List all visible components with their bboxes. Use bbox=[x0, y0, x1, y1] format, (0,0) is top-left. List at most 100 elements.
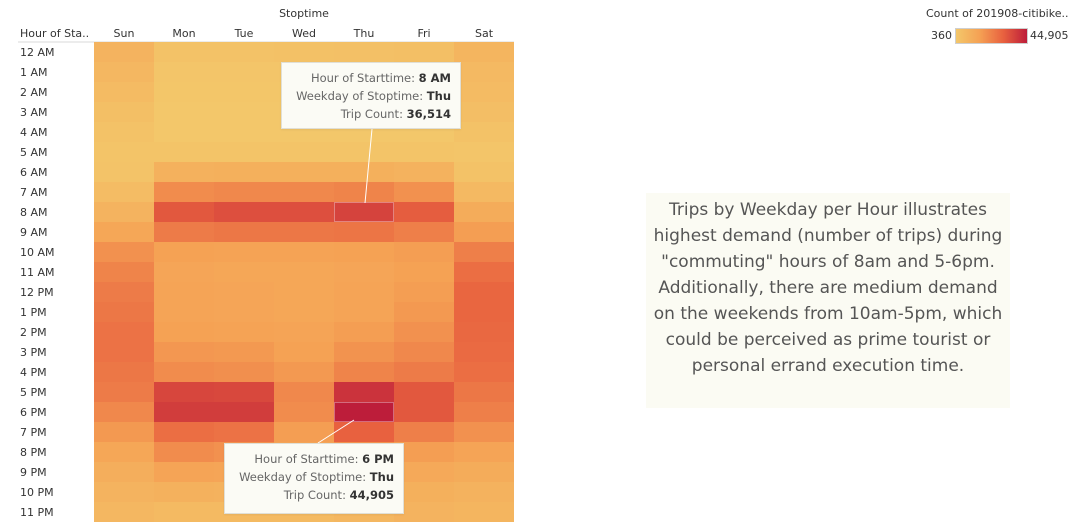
heatmap-cell[interactable] bbox=[214, 122, 274, 142]
heatmap-cell[interactable] bbox=[334, 382, 394, 402]
heatmap-cell[interactable] bbox=[154, 202, 214, 222]
heatmap-cell[interactable] bbox=[94, 142, 154, 162]
heatmap-cell[interactable] bbox=[214, 402, 274, 422]
heatmap-cell[interactable] bbox=[154, 162, 214, 182]
heatmap-cell[interactable] bbox=[154, 182, 214, 202]
heatmap-cell[interactable] bbox=[94, 322, 154, 342]
heatmap-cell[interactable] bbox=[394, 222, 454, 242]
heatmap-cell[interactable] bbox=[454, 82, 514, 102]
heatmap-cell[interactable] bbox=[334, 142, 394, 162]
heatmap-cell[interactable] bbox=[454, 202, 514, 222]
heatmap-cell[interactable] bbox=[94, 462, 154, 482]
heatmap-cell[interactable] bbox=[94, 362, 154, 382]
heatmap-cell[interactable] bbox=[94, 282, 154, 302]
heatmap-cell[interactable] bbox=[334, 202, 394, 222]
heatmap-cell[interactable] bbox=[394, 422, 454, 442]
heatmap-cell[interactable] bbox=[154, 382, 214, 402]
heatmap-cell[interactable] bbox=[394, 202, 454, 222]
heatmap-cell[interactable] bbox=[454, 182, 514, 202]
heatmap-cell[interactable] bbox=[274, 42, 334, 62]
heatmap-cell[interactable] bbox=[94, 62, 154, 82]
heatmap-cell[interactable] bbox=[454, 242, 514, 262]
heatmap-cell[interactable] bbox=[94, 342, 154, 362]
heatmap-cell[interactable] bbox=[214, 222, 274, 242]
heatmap-cell[interactable] bbox=[454, 362, 514, 382]
heatmap-cell[interactable] bbox=[334, 322, 394, 342]
heatmap-cell[interactable] bbox=[154, 302, 214, 322]
heatmap-cell[interactable] bbox=[214, 422, 274, 442]
heatmap-cell[interactable] bbox=[154, 482, 214, 502]
heatmap-cell[interactable] bbox=[94, 162, 154, 182]
heatmap-cell[interactable] bbox=[454, 282, 514, 302]
heatmap-cell[interactable] bbox=[274, 382, 334, 402]
heatmap-cell[interactable] bbox=[94, 222, 154, 242]
heatmap-cell[interactable] bbox=[394, 462, 454, 482]
heatmap-cell[interactable] bbox=[394, 342, 454, 362]
heatmap-cell[interactable] bbox=[454, 142, 514, 162]
heatmap-cell[interactable] bbox=[394, 42, 454, 62]
heatmap-cell[interactable] bbox=[154, 402, 214, 422]
heatmap-cell[interactable] bbox=[274, 142, 334, 162]
heatmap-cell[interactable] bbox=[214, 142, 274, 162]
heatmap-cell[interactable] bbox=[94, 82, 154, 102]
heatmap-cell[interactable] bbox=[94, 122, 154, 142]
heatmap-cell[interactable] bbox=[154, 462, 214, 482]
heatmap-cell[interactable] bbox=[274, 302, 334, 322]
heatmap-cell[interactable] bbox=[454, 422, 514, 442]
heatmap-cell[interactable] bbox=[394, 362, 454, 382]
heatmap-cell[interactable] bbox=[94, 442, 154, 462]
heatmap-cell[interactable] bbox=[454, 382, 514, 402]
heatmap-cell[interactable] bbox=[454, 122, 514, 142]
heatmap-cell[interactable] bbox=[274, 342, 334, 362]
heatmap-cell[interactable] bbox=[454, 302, 514, 322]
heatmap-cell[interactable] bbox=[274, 422, 334, 442]
heatmap-cell[interactable] bbox=[94, 242, 154, 262]
heatmap-cell[interactable] bbox=[454, 42, 514, 62]
heatmap-cell[interactable] bbox=[454, 322, 514, 342]
heatmap-cell[interactable] bbox=[394, 182, 454, 202]
heatmap-cell[interactable] bbox=[94, 42, 154, 62]
heatmap-cell[interactable] bbox=[94, 502, 154, 522]
heatmap-cell[interactable] bbox=[214, 242, 274, 262]
heatmap-cell[interactable] bbox=[94, 422, 154, 442]
heatmap-cell[interactable] bbox=[94, 262, 154, 282]
heatmap-cell[interactable] bbox=[154, 322, 214, 342]
heatmap-cell[interactable] bbox=[154, 122, 214, 142]
heatmap-cell[interactable] bbox=[94, 302, 154, 322]
heatmap-cell[interactable] bbox=[394, 442, 454, 462]
heatmap-cell[interactable] bbox=[454, 62, 514, 82]
heatmap-cell[interactable] bbox=[214, 182, 274, 202]
heatmap-cell[interactable] bbox=[154, 42, 214, 62]
heatmap-cell[interactable] bbox=[214, 42, 274, 62]
heatmap-cell[interactable] bbox=[154, 242, 214, 262]
heatmap-cell[interactable] bbox=[154, 102, 214, 122]
heatmap-cell[interactable] bbox=[334, 282, 394, 302]
heatmap-cell[interactable] bbox=[394, 482, 454, 502]
heatmap-cell[interactable] bbox=[454, 442, 514, 462]
heatmap-cell[interactable] bbox=[154, 502, 214, 522]
heatmap-cell[interactable] bbox=[394, 162, 454, 182]
heatmap-cell[interactable] bbox=[154, 342, 214, 362]
heatmap-cell[interactable] bbox=[274, 182, 334, 202]
heatmap-cell[interactable] bbox=[334, 162, 394, 182]
heatmap-cell[interactable] bbox=[454, 402, 514, 422]
heatmap-cell[interactable] bbox=[274, 262, 334, 282]
heatmap-cell[interactable] bbox=[334, 402, 394, 422]
heatmap-cell[interactable] bbox=[334, 42, 394, 62]
heatmap-cell[interactable] bbox=[274, 282, 334, 302]
heatmap-cell[interactable] bbox=[334, 222, 394, 242]
heatmap-cell[interactable] bbox=[334, 342, 394, 362]
heatmap-cell[interactable] bbox=[454, 102, 514, 122]
heatmap-cell[interactable] bbox=[274, 242, 334, 262]
heatmap-cell[interactable] bbox=[214, 202, 274, 222]
heatmap-cell[interactable] bbox=[394, 382, 454, 402]
heatmap-cell[interactable] bbox=[94, 202, 154, 222]
heatmap-cell[interactable] bbox=[94, 382, 154, 402]
heatmap-cell[interactable] bbox=[214, 362, 274, 382]
heatmap-cell[interactable] bbox=[214, 262, 274, 282]
heatmap-cell[interactable] bbox=[214, 102, 274, 122]
heatmap-cell[interactable] bbox=[94, 482, 154, 502]
heatmap-cell[interactable] bbox=[274, 162, 334, 182]
heatmap-cell[interactable] bbox=[394, 502, 454, 522]
heatmap-cell[interactable] bbox=[214, 62, 274, 82]
